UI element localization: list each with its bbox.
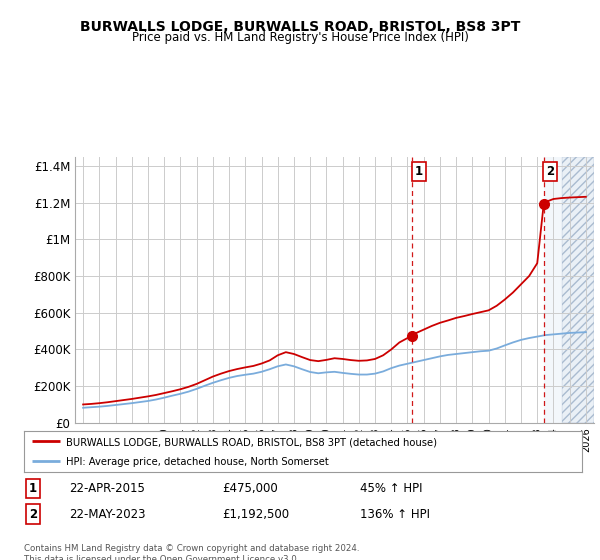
Text: BURWALLS LODGE, BURWALLS ROAD, BRISTOL, BS8 3PT (detached house): BURWALLS LODGE, BURWALLS ROAD, BRISTOL, … <box>66 437 437 447</box>
Text: £475,000: £475,000 <box>222 482 278 495</box>
Text: Price paid vs. HM Land Registry's House Price Index (HPI): Price paid vs. HM Land Registry's House … <box>131 31 469 44</box>
Text: 45% ↑ HPI: 45% ↑ HPI <box>360 482 422 495</box>
Text: BURWALLS LODGE, BURWALLS ROAD, BRISTOL, BS8 3PT: BURWALLS LODGE, BURWALLS ROAD, BRISTOL, … <box>80 20 520 34</box>
Text: 2: 2 <box>29 507 37 521</box>
Text: 1: 1 <box>29 482 37 495</box>
Text: 22-APR-2015: 22-APR-2015 <box>69 482 145 495</box>
Text: 1: 1 <box>415 165 423 178</box>
Text: 22-MAY-2023: 22-MAY-2023 <box>69 507 146 521</box>
Text: 2: 2 <box>546 165 554 178</box>
Text: Contains HM Land Registry data © Crown copyright and database right 2024.
This d: Contains HM Land Registry data © Crown c… <box>24 544 359 560</box>
Text: HPI: Average price, detached house, North Somerset: HPI: Average price, detached house, Nort… <box>66 458 329 467</box>
Text: £1,192,500: £1,192,500 <box>222 507 289 521</box>
Text: 136% ↑ HPI: 136% ↑ HPI <box>360 507 430 521</box>
